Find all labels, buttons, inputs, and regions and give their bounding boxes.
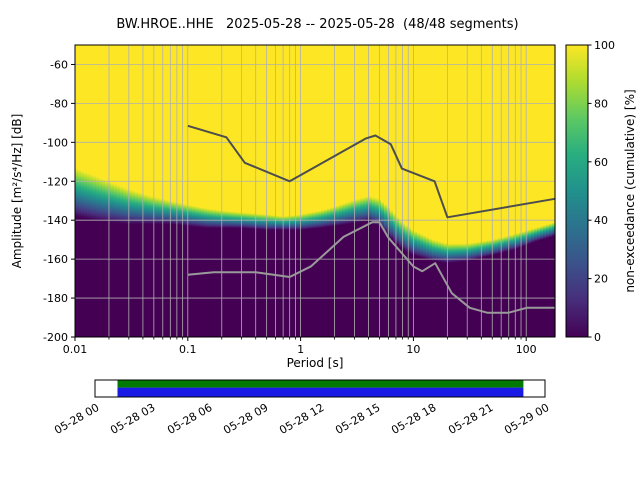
x-tick-label: 1 [297,343,304,356]
colorbar-tick-label: 100 [594,39,615,52]
x-tick-label: 0.01 [63,343,88,356]
timeline-coverage-blue [117,387,524,397]
y-tick-label: -60 [50,58,68,71]
y-tick-label: -100 [43,136,68,149]
y-tick-label: -200 [43,331,68,344]
plot-frame [74,44,556,338]
y-tick-label: -80 [50,97,68,110]
y-axis-ticks: -60 -80 -100 -120 -140 -160 -180 -200 [43,58,75,344]
noise-model-high-line [187,124,556,219]
x-tick-label: 0.1 [179,343,197,356]
x-axis-label: Period [s] [286,356,344,370]
timeline-coverage-green [117,380,524,388]
colorbar-tick-label: 0 [594,331,601,344]
colorbar-tick-label: 80 [594,97,608,110]
heatmap [75,45,556,337]
x-tick-label: 10 [406,343,420,356]
noise-model-low-line [187,221,555,314]
x-tick-label: 100 [516,343,537,356]
colorbar-tick-label: 40 [594,214,608,227]
y-tick-label: -120 [43,175,68,188]
colorbar-tick-label: 20 [594,273,608,286]
y-tick-label: -140 [43,214,68,227]
colorbar: 0 20 40 60 80 100 [565,39,615,344]
y-tick-label: -160 [43,253,68,266]
timeline-bar [94,379,546,398]
y-tick-label: -180 [43,292,68,305]
colorbar-tick-label: 60 [594,156,608,169]
grid-lines [74,45,555,337]
chart-title: BW.HROE..HHE 2025-05-28 -- 2025-05-28 (4… [116,17,519,32]
y-axis-label: Amplitude [m²/s⁴/Hz] [dB] [10,113,24,269]
colorbar-label: non-exceedance (cumulative) [%] [623,89,637,293]
x-axis-ticks: 0.01 0.1 1 10 100 [63,337,537,356]
